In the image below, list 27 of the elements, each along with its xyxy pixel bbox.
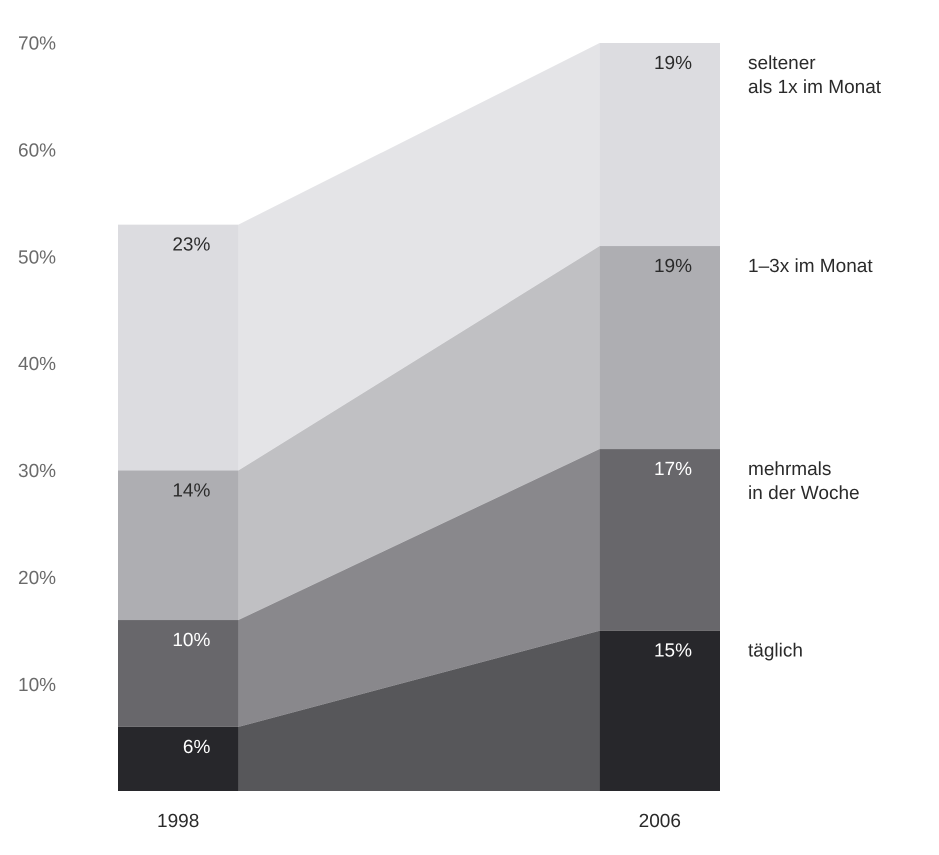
y-tick-label: 50%	[18, 247, 56, 268]
y-tick-label: 70%	[18, 34, 56, 55]
bar	[118, 470, 238, 620]
y-tick-label: 40%	[18, 354, 56, 376]
series-label: seltener als 1x im Monat	[748, 53, 882, 98]
x-tick-label: 2006	[638, 811, 681, 832]
bar	[118, 726, 238, 791]
x-tick-label: 1998	[157, 811, 200, 832]
data-label: 23%	[172, 234, 211, 256]
data-label: 6%	[182, 736, 210, 758]
bar	[118, 224, 238, 470]
y-tick-label: 20%	[18, 568, 56, 589]
data-label: 15%	[654, 640, 692, 662]
bar	[600, 43, 720, 246]
data-label: 14%	[172, 480, 211, 502]
data-label: 17%	[654, 459, 692, 480]
series-label: mehrmals in der Woche	[748, 459, 860, 504]
bar	[600, 449, 720, 631]
y-tick-label: 60%	[18, 140, 56, 162]
data-label: 19%	[654, 53, 692, 74]
y-tick-label: 10%	[18, 674, 56, 696]
data-label: 10%	[172, 630, 211, 652]
y-tick-label: 30%	[18, 461, 56, 482]
series-label: täglich	[748, 640, 803, 662]
series-label: 1–3x im Monat	[748, 256, 874, 278]
data-label: 19%	[654, 256, 692, 278]
bar	[600, 246, 720, 450]
